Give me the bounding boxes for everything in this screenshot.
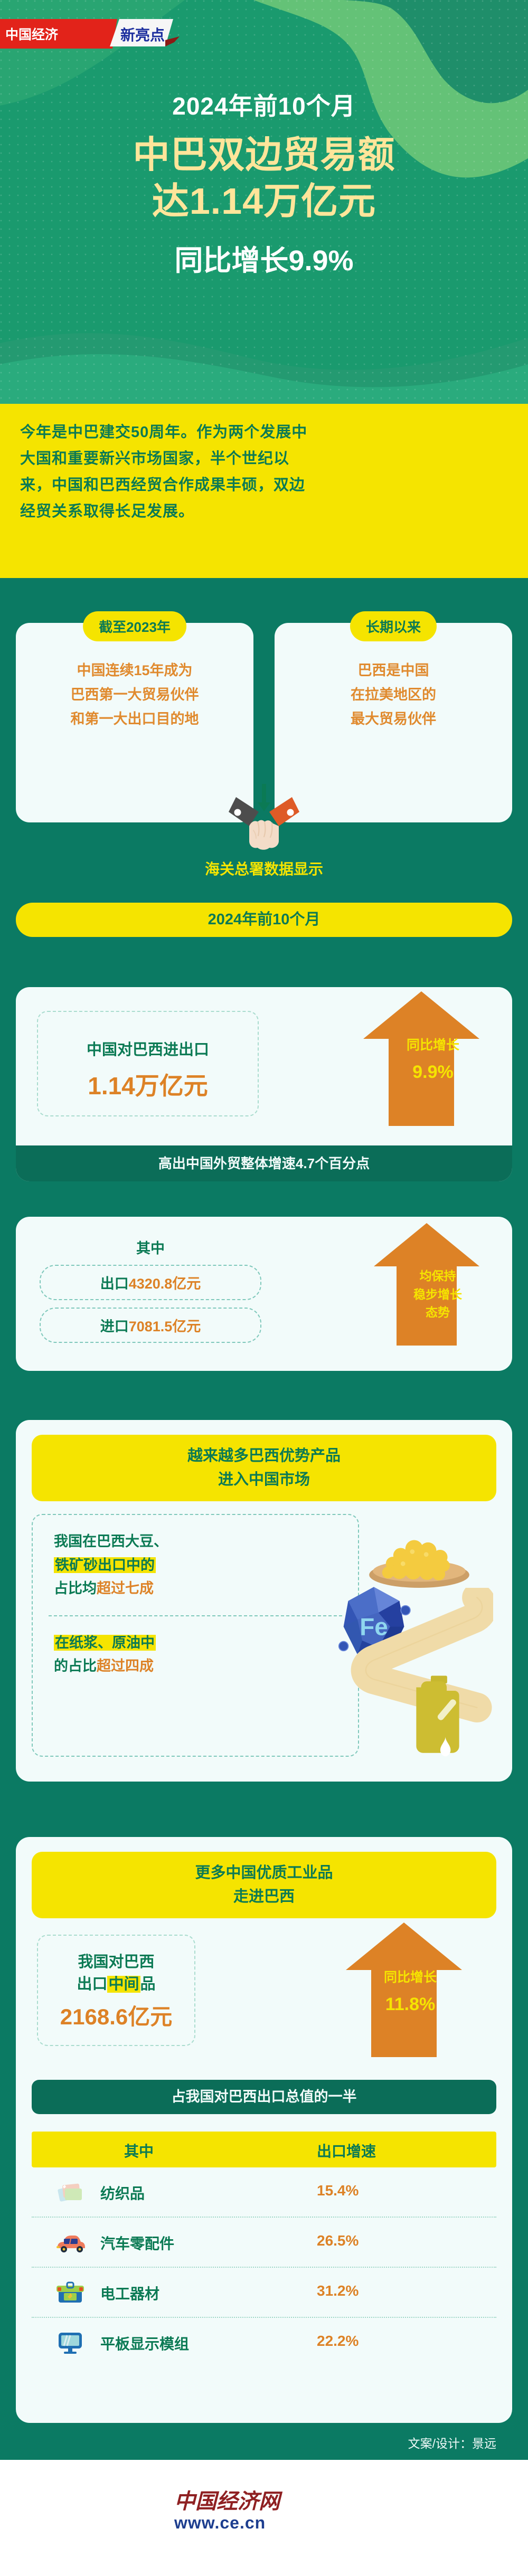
svg-text:www.ce.cn: www.ce.cn bbox=[174, 2513, 266, 2532]
svg-text:中国经济网: 中国经济网 bbox=[174, 2489, 283, 2513]
svg-text:中国经济: 中国经济 bbox=[5, 27, 59, 42]
svg-text:新亮点: 新亮点 bbox=[120, 26, 165, 44]
